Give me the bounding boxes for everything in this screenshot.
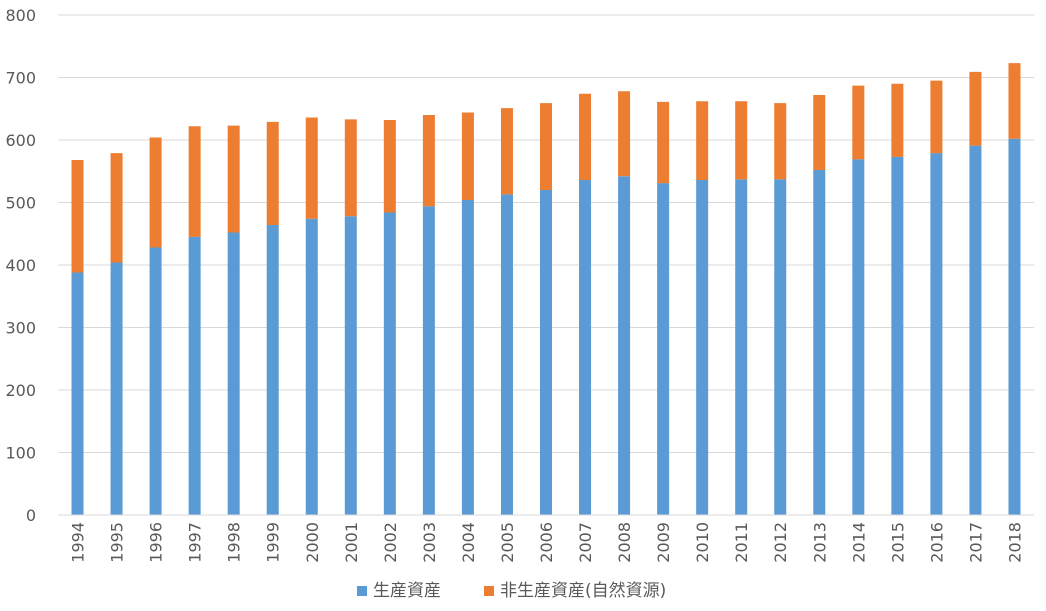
y-tick-label-0: 0 xyxy=(26,506,36,525)
x-tick-label-2001: 2001 xyxy=(342,522,361,563)
bar-nonproduced-2007 xyxy=(579,93,592,180)
bar-produced-2007 xyxy=(579,180,592,515)
bar-nonproduced-2010 xyxy=(696,101,709,180)
bar-produced-2008 xyxy=(618,176,631,515)
bar-produced-2017 xyxy=(969,145,982,515)
bar-nonproduced-2006 xyxy=(540,103,552,190)
legend: 生産資産 非生産資産(自然資源) xyxy=(357,581,666,601)
bar-nonproduced-1999 xyxy=(266,121,279,225)
x-tick-label-2010: 2010 xyxy=(693,522,712,563)
bar-produced-1996 xyxy=(149,247,162,515)
x-tick-label-2015: 2015 xyxy=(888,522,907,563)
bar-nonproduced-2011 xyxy=(735,101,748,180)
bar-nonproduced-2018 xyxy=(1008,63,1021,139)
bar-nonproduced-1994 xyxy=(71,160,84,273)
x-tick-label-1995: 1995 xyxy=(108,522,127,563)
bar-produced-2010 xyxy=(696,180,709,515)
bar-produced-2012 xyxy=(774,179,787,515)
x-tick-label-1997: 1997 xyxy=(186,522,205,563)
x-tick-label-2004: 2004 xyxy=(459,522,478,563)
bar-produced-2000 xyxy=(305,218,318,515)
bar-nonproduced-2002 xyxy=(383,120,396,213)
bar-produced-2015 xyxy=(891,156,904,515)
x-tick-label-2007: 2007 xyxy=(576,522,595,563)
bar-produced-1999 xyxy=(266,225,279,515)
x-tick-label-1998: 1998 xyxy=(225,522,244,563)
y-tick-label-400: 400 xyxy=(5,256,36,275)
x-axis-tick-labels: 1994 1995 1996 1997 1998 1999 2000 2001 2002 2003… xyxy=(69,522,1025,563)
legend-swatch-nonproduced xyxy=(484,586,494,596)
bar-nonproduced-2014 xyxy=(852,85,865,160)
x-tick-label-2005: 2005 xyxy=(498,522,517,563)
bars xyxy=(71,63,1021,515)
bar-nonproduced-2009 xyxy=(657,101,670,184)
y-axis-tick-labels: 0 100 200 300 400 500 600 700 800 xyxy=(5,6,36,525)
legend-label-nonproduced: 非生産資産(自然資源) xyxy=(500,581,666,601)
x-tick-label-1999: 1999 xyxy=(264,522,283,563)
bar-produced-1995 xyxy=(110,262,123,515)
bar-nonproduced-1997 xyxy=(188,126,201,237)
bar-nonproduced-2000 xyxy=(305,117,318,219)
bar-produced-2009 xyxy=(657,183,670,515)
bar-produced-1994 xyxy=(71,272,84,515)
bar-produced-2004 xyxy=(461,200,474,515)
x-tick-label-2003: 2003 xyxy=(420,522,439,563)
x-tick-label-2018: 2018 xyxy=(1005,522,1024,563)
x-tick-label-2006: 2006 xyxy=(537,522,556,563)
bar-produced-2013 xyxy=(813,170,826,515)
bar-produced-1997 xyxy=(188,236,201,515)
bar-nonproduced-2008 xyxy=(618,91,631,177)
x-tick-label-1996: 1996 xyxy=(147,522,166,563)
bar-nonproduced-2004 xyxy=(461,112,474,200)
bar-nonproduced-2015 xyxy=(891,83,904,157)
x-tick-label-2011: 2011 xyxy=(732,522,751,563)
bar-produced-2003 xyxy=(422,206,435,515)
bar-produced-2002 xyxy=(383,212,396,515)
legend-swatch-produced xyxy=(357,586,367,596)
x-tick-label-2017: 2017 xyxy=(966,522,985,563)
y-tick-label-300: 300 xyxy=(5,319,36,338)
bar-produced-2018 xyxy=(1008,138,1021,515)
x-tick-label-2009: 2009 xyxy=(654,522,673,563)
x-tick-label-2002: 2002 xyxy=(381,522,400,563)
bar-produced-2011 xyxy=(735,179,748,515)
x-tick-label-2012: 2012 xyxy=(771,522,790,563)
y-tick-label-200: 200 xyxy=(5,381,36,400)
x-tick-label-2000: 2000 xyxy=(303,522,322,563)
bar-nonproduced-2003 xyxy=(422,115,435,207)
x-tick-label-2016: 2016 xyxy=(927,522,946,563)
bar-nonproduced-2005 xyxy=(500,108,513,195)
bar-produced-1998 xyxy=(227,232,240,515)
y-tick-label-600: 600 xyxy=(5,131,36,150)
x-tick-label-2014: 2014 xyxy=(849,522,868,563)
y-tick-label-100: 100 xyxy=(5,444,36,463)
bar-nonproduced-2012 xyxy=(774,103,787,180)
bar-produced-2006 xyxy=(540,190,552,515)
bar-nonproduced-2016 xyxy=(930,80,943,154)
bar-produced-2014 xyxy=(852,159,865,515)
legend-label-produced: 生産資産 xyxy=(373,581,441,601)
bar-produced-2001 xyxy=(344,216,357,515)
bar-nonproduced-2001 xyxy=(344,119,357,217)
x-tick-label-1994: 1994 xyxy=(69,522,88,563)
x-tick-label-2013: 2013 xyxy=(810,522,829,563)
y-tick-label-700: 700 xyxy=(5,69,36,88)
x-tick-label-2008: 2008 xyxy=(615,522,634,563)
bar-produced-2005 xyxy=(500,194,513,515)
y-tick-label-800: 800 xyxy=(5,6,36,25)
bar-nonproduced-2017 xyxy=(969,71,982,146)
bar-produced-2016 xyxy=(930,153,943,515)
bar-nonproduced-1996 xyxy=(149,137,162,248)
bar-nonproduced-2013 xyxy=(813,95,826,170)
bar-nonproduced-1995 xyxy=(110,153,123,263)
bar-nonproduced-1998 xyxy=(227,125,240,233)
y-tick-label-500: 500 xyxy=(5,194,36,213)
